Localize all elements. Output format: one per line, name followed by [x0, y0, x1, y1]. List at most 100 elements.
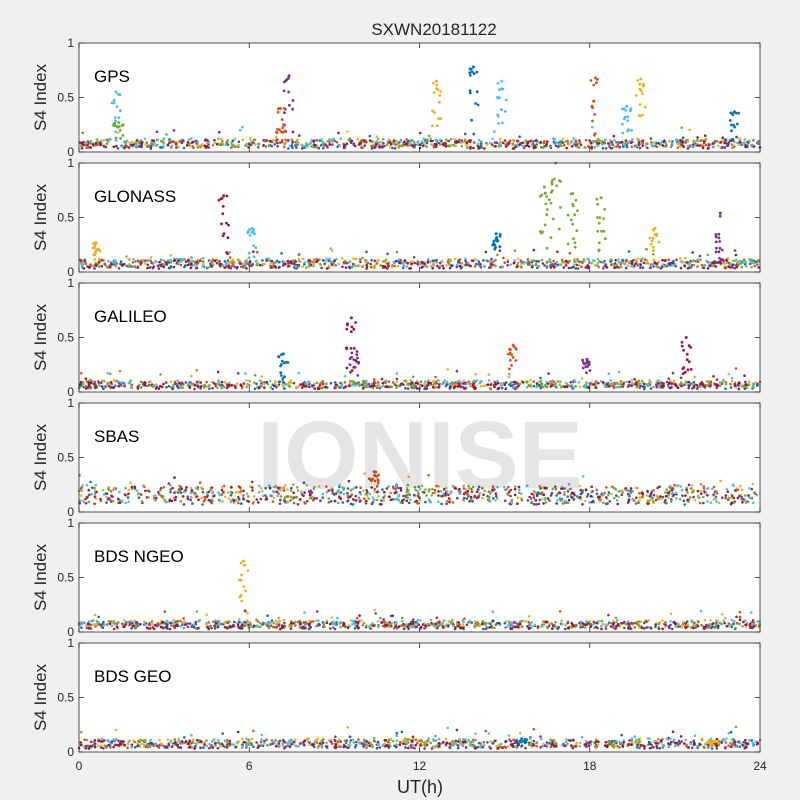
data-point: [422, 137, 426, 140]
data-point: [583, 499, 587, 503]
data-point: [441, 143, 445, 146]
data-point: [609, 142, 613, 146]
data-point: [129, 385, 133, 389]
data-point: [102, 139, 105, 142]
data-point: [617, 382, 620, 386]
data-point: [418, 143, 422, 146]
data-point: [190, 489, 194, 492]
data-point: [398, 144, 402, 148]
spike-point: [508, 367, 511, 371]
data-point: [590, 125, 594, 129]
data-point: [294, 265, 298, 268]
data-point: [79, 259, 83, 262]
data-point: [232, 144, 236, 147]
data-point: [311, 385, 315, 388]
data-point: [404, 143, 407, 146]
data-point: [635, 381, 638, 385]
data-point: [580, 377, 584, 380]
spike-point: [595, 197, 599, 201]
data-point: [615, 499, 619, 502]
data-point: [167, 384, 171, 388]
data-point: [445, 264, 448, 267]
data-point: [540, 258, 544, 262]
data-point: [527, 145, 531, 148]
data-point: [175, 257, 179, 261]
spike-point: [621, 131, 625, 135]
data-point: [635, 496, 638, 500]
data-point: [102, 620, 105, 624]
data-point: [664, 623, 668, 627]
data-point: [671, 140, 674, 143]
data-point: [325, 267, 329, 270]
data-point: [673, 263, 677, 266]
data-point: [406, 261, 410, 265]
data-point: [289, 260, 293, 263]
spike-point: [470, 118, 473, 122]
data-point: [345, 261, 348, 265]
data-point: [248, 137, 252, 140]
data-point: [567, 143, 571, 146]
data-point: [320, 385, 323, 388]
data-point: [253, 138, 257, 142]
data-point: [135, 142, 138, 145]
data-point: [382, 618, 385, 621]
data-point: [99, 497, 102, 501]
spike-point: [353, 365, 357, 369]
data-point: [724, 496, 727, 500]
spike-point: [435, 124, 439, 128]
data-point: [516, 381, 520, 385]
data-point: [561, 141, 565, 144]
data-point: [190, 374, 193, 378]
data-point: [744, 380, 747, 384]
data-point: [341, 265, 344, 269]
data-point: [649, 137, 653, 140]
data-point: [593, 139, 596, 143]
data-point: [738, 259, 741, 263]
data-point: [712, 145, 715, 148]
data-point: [360, 383, 364, 387]
y-tick-label: 0.5: [57, 91, 74, 105]
spike-point: [600, 229, 603, 233]
data-point: [530, 265, 534, 269]
data-point: [643, 385, 646, 389]
spike-point: [118, 93, 122, 97]
data-point: [702, 487, 706, 490]
data-point: [223, 381, 227, 384]
data-point: [619, 380, 623, 383]
data-point: [388, 145, 392, 148]
data-point: [297, 257, 301, 261]
data-point: [723, 616, 727, 620]
data-point: [452, 143, 455, 147]
y-tick-label: 1: [67, 36, 74, 50]
data-point: [315, 260, 318, 264]
data-point: [671, 263, 675, 267]
spike-point: [581, 358, 584, 362]
data-point: [188, 622, 192, 625]
data-point: [616, 143, 620, 147]
data-point: [382, 260, 385, 263]
data-point: [453, 257, 457, 261]
spike-point: [731, 113, 735, 117]
data-point: [390, 385, 394, 389]
data-point: [171, 387, 174, 391]
data-point: [359, 141, 362, 145]
data-point: [671, 261, 675, 265]
data-point: [549, 385, 552, 388]
data-point: [258, 379, 261, 382]
data-point: [525, 385, 529, 389]
data-point: [178, 490, 181, 493]
spike-point: [352, 358, 356, 361]
data-point: [757, 266, 760, 269]
data-point: [106, 266, 110, 269]
data-point: [599, 498, 603, 501]
data-point: [188, 385, 191, 389]
data-point: [184, 264, 187, 267]
data-point: [352, 380, 356, 384]
data-point: [159, 258, 163, 262]
data-point: [564, 262, 567, 265]
spike-point: [350, 325, 354, 329]
spike-point: [357, 360, 360, 364]
data-point: [393, 147, 397, 150]
data-point: [740, 497, 743, 501]
data-point: [567, 266, 571, 270]
